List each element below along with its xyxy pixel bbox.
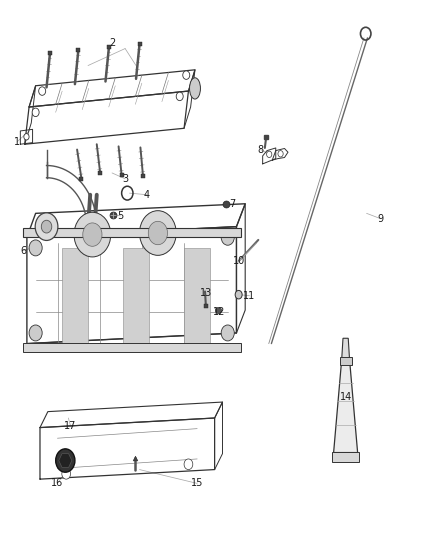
- Circle shape: [148, 221, 167, 245]
- Text: 4: 4: [144, 190, 150, 200]
- Text: 10: 10: [233, 256, 245, 266]
- Circle shape: [29, 240, 42, 256]
- Bar: [62, 248, 88, 344]
- Circle shape: [221, 325, 234, 341]
- Circle shape: [83, 223, 102, 246]
- Bar: [332, 451, 359, 462]
- Text: 16: 16: [51, 479, 64, 488]
- Circle shape: [140, 211, 176, 255]
- Bar: [22, 343, 241, 352]
- Bar: [339, 357, 352, 365]
- Circle shape: [24, 134, 29, 140]
- Bar: [123, 248, 149, 344]
- Polygon shape: [334, 360, 357, 453]
- Circle shape: [29, 325, 42, 341]
- Text: 13: 13: [200, 288, 212, 298]
- Text: 7: 7: [229, 199, 235, 209]
- Circle shape: [56, 449, 75, 472]
- Text: 5: 5: [118, 211, 124, 221]
- Circle shape: [39, 87, 46, 95]
- Polygon shape: [59, 454, 72, 467]
- Circle shape: [267, 151, 272, 158]
- Bar: [184, 248, 210, 344]
- Text: 2: 2: [109, 38, 115, 48]
- Text: 15: 15: [191, 479, 203, 488]
- Text: 12: 12: [213, 306, 225, 317]
- Text: 3: 3: [122, 174, 128, 184]
- Circle shape: [184, 459, 193, 470]
- Circle shape: [74, 212, 111, 257]
- Circle shape: [176, 92, 183, 101]
- Text: 11: 11: [244, 290, 256, 301]
- Text: 14: 14: [339, 392, 352, 402]
- Circle shape: [35, 213, 58, 240]
- Circle shape: [32, 108, 39, 117]
- Circle shape: [221, 229, 234, 245]
- Text: 9: 9: [378, 214, 384, 224]
- Circle shape: [183, 71, 190, 79]
- Circle shape: [41, 220, 52, 233]
- Ellipse shape: [190, 78, 201, 99]
- Polygon shape: [342, 338, 350, 360]
- Text: 8: 8: [258, 144, 264, 155]
- Text: 6: 6: [20, 246, 26, 255]
- Circle shape: [235, 290, 242, 299]
- Text: 17: 17: [64, 421, 77, 431]
- Bar: [22, 228, 241, 237]
- Circle shape: [62, 469, 71, 479]
- Circle shape: [278, 151, 283, 157]
- Text: 1: 1: [14, 136, 20, 147]
